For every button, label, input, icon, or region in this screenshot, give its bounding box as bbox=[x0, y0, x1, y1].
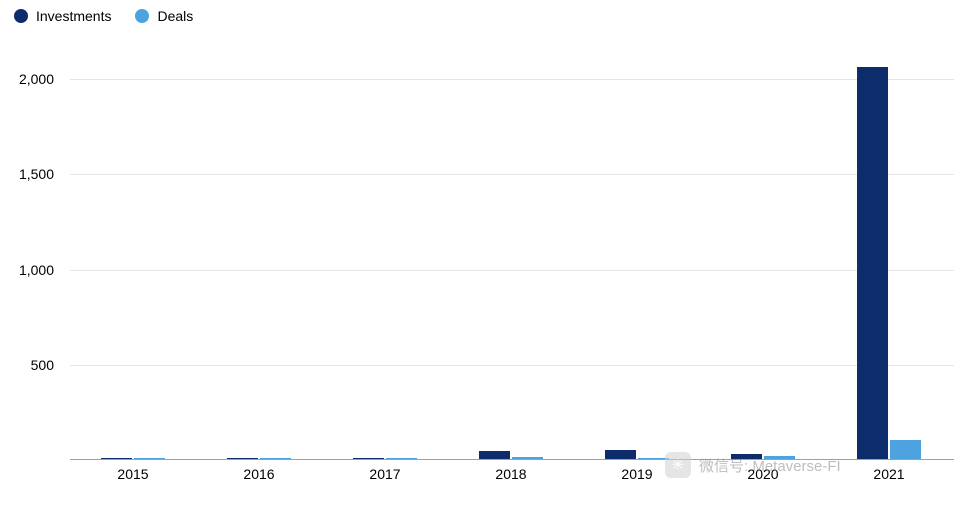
legend-swatch-deals bbox=[135, 9, 149, 23]
plot: 5001,0001,5002,0002015201620172018201920… bbox=[70, 60, 954, 460]
chart-area: 5001,0001,5002,0002015201620172018201920… bbox=[70, 60, 954, 460]
y-tick-label: 1,500 bbox=[0, 166, 54, 182]
bar-investments[interactable] bbox=[479, 451, 510, 459]
gridline bbox=[70, 79, 954, 80]
x-tick-label: 2021 bbox=[873, 466, 904, 482]
bar-deals[interactable] bbox=[638, 458, 669, 459]
x-tick-label: 2020 bbox=[747, 466, 778, 482]
bar-investments[interactable] bbox=[731, 454, 762, 459]
x-tick-label: 2015 bbox=[117, 466, 148, 482]
legend-item-deals[interactable]: Deals bbox=[135, 8, 193, 24]
bar-investments[interactable] bbox=[227, 458, 258, 459]
bar-investments[interactable] bbox=[353, 458, 384, 459]
gridline bbox=[70, 270, 954, 271]
y-tick-label: 2,000 bbox=[0, 71, 54, 87]
x-tick-label: 2017 bbox=[369, 466, 400, 482]
bar-deals[interactable] bbox=[512, 457, 543, 459]
bar-deals[interactable] bbox=[386, 458, 417, 459]
legend: Investments Deals bbox=[0, 0, 969, 32]
bar-investments[interactable] bbox=[101, 458, 132, 459]
x-tick-label: 2018 bbox=[495, 466, 526, 482]
y-tick-label: 1,000 bbox=[0, 262, 54, 278]
bar-deals[interactable] bbox=[134, 458, 165, 459]
legend-label-deals: Deals bbox=[157, 8, 193, 24]
bar-deals[interactable] bbox=[260, 458, 291, 459]
gridline bbox=[70, 174, 954, 175]
y-tick-label: 500 bbox=[0, 357, 54, 373]
x-tick-label: 2019 bbox=[621, 466, 652, 482]
legend-swatch-investments bbox=[14, 9, 28, 23]
bar-deals[interactable] bbox=[890, 440, 921, 459]
x-tick-label: 2016 bbox=[243, 466, 274, 482]
gridline bbox=[70, 365, 954, 366]
bar-deals[interactable] bbox=[764, 456, 795, 459]
bar-investments[interactable] bbox=[605, 450, 636, 459]
legend-label-investments: Investments bbox=[36, 8, 111, 24]
legend-item-investments[interactable]: Investments bbox=[14, 8, 111, 24]
bar-investments[interactable] bbox=[857, 67, 888, 459]
